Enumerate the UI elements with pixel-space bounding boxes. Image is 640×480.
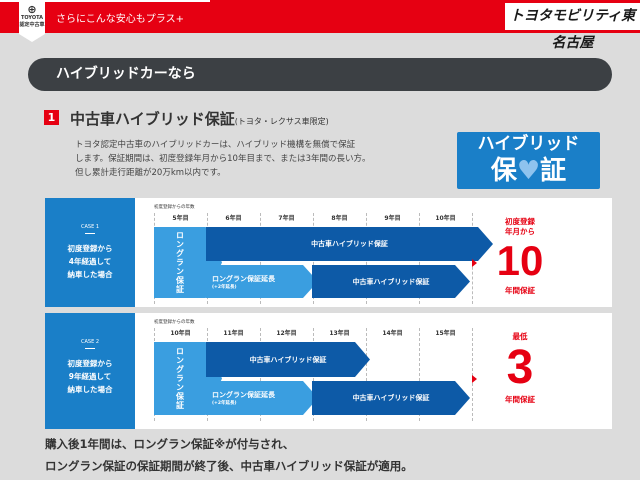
year-label: 14年目 xyxy=(382,330,403,337)
heart-icon: ♥ xyxy=(516,156,541,186)
hybrid-warranty-badge: ハイブリッド 保♥証 xyxy=(457,132,600,189)
result-caption: 最低 xyxy=(512,332,528,341)
case-desc: 納車した場合 xyxy=(67,270,113,279)
case-label: CASE 2 xyxy=(80,339,99,345)
tagline: さらにこんな安心もプラス+ xyxy=(56,14,184,25)
logo-text: TOYOTA xyxy=(20,15,44,21)
result-caption: 初度登録 xyxy=(505,217,535,226)
desc-line: します。保証期間は、初度登録年月から10年目まで、または3年間の長い方。 xyxy=(75,154,371,164)
desc-line: トヨタ認定中古車のハイブリッドカーは、ハイブリッド機構を無償で保証 xyxy=(75,140,356,150)
badge-char: 証 xyxy=(540,156,567,186)
year-label: 13年目 xyxy=(329,330,350,337)
section-pill: ハイブリッドカーなら xyxy=(28,58,612,91)
grid-line xyxy=(419,328,420,421)
footer-line: ロングラン保証の保証期間が終了後、中古車ハイブリッド保証が適用。 xyxy=(45,459,413,473)
case-label-column: CASE 2 初度登録から 9年経過して 納車した場合 xyxy=(45,313,135,429)
result-years: 10 xyxy=(496,237,544,284)
result-caption: 年間保証 xyxy=(505,286,535,295)
footer-line: 購入後1年間は、ロングラン保証※が付与され、 xyxy=(45,437,295,451)
case-desc: 初度登録から xyxy=(67,359,113,368)
year-label: 11年目 xyxy=(223,330,244,337)
section-number: 1 xyxy=(44,110,59,125)
grid-line xyxy=(366,328,367,421)
year-label: 10年目 xyxy=(435,215,456,222)
arrow-icon xyxy=(472,375,477,383)
badge-line1: ハイブリッド xyxy=(477,134,580,154)
header-line xyxy=(0,0,210,2)
longrun-extension-bar: ロングラン保証延長 (+2年延長) xyxy=(206,265,318,298)
case-label: CASE 1 xyxy=(80,224,99,230)
case-2-panel: CASE 2 初度登録から 9年経過して 納車した場合 初度登録からの年数 10年… xyxy=(45,313,612,429)
longrun-extension-bar: ロングラン保証延長 (+2年延長) xyxy=(206,381,318,415)
case-desc: 初度登録から xyxy=(67,244,113,253)
year-label: 5年目 xyxy=(172,215,189,222)
case-desc: 4年経過して xyxy=(68,257,112,266)
brand-logo: トヨタモビリティ東名古屋 xyxy=(505,3,640,51)
result-box: 最低 3 年間保証 xyxy=(480,332,560,405)
timeline-header: 初度登録からの年数 xyxy=(154,320,195,325)
case-desc: 納車した場合 xyxy=(67,385,113,394)
hybrid-warranty-bar-top: 中古車ハイブリッド保証 xyxy=(206,342,370,377)
section-description: トヨタ認定中古車のハイブリッドカーは、ハイブリッド機構を無償で保証 します。保証… xyxy=(75,138,371,180)
year-label: 8年目 xyxy=(331,215,348,222)
year-label: 9年目 xyxy=(384,215,401,222)
hybrid-warranty-bar-bottom: 中古車ハイブリッド保証 xyxy=(312,381,470,415)
year-label: 12年目 xyxy=(276,330,297,337)
desc-line: 但し累計走行距離が20万km以内です。 xyxy=(75,168,226,178)
result-box: 初度登録 年月から 10 年間保証 xyxy=(480,217,560,296)
year-label: 15年目 xyxy=(435,330,456,337)
footer-note: 購入後1年間は、ロングラン保証※が付与され、 ロングラン保証の保証期間が終了後、… xyxy=(45,433,413,477)
result-years: 3 xyxy=(506,341,534,394)
section-title: 中古車ハイブリッド保証(トヨタ・レクサス車限定) xyxy=(70,108,329,129)
year-label: 10年目 xyxy=(170,330,191,337)
year-label: 6年目 xyxy=(225,215,242,222)
case-desc: 9年経過して xyxy=(68,372,112,381)
toyota-emblem-icon: ⊕ xyxy=(27,3,37,16)
case-1-panel: CASE 1 初度登録から 4年経過して 納車した場合 初度登録からの年数 5年目… xyxy=(45,198,612,307)
timeline-header: 初度登録からの年数 xyxy=(154,205,195,210)
year-label: 7年目 xyxy=(278,215,295,222)
grid-line xyxy=(472,328,473,421)
case-label-column: CASE 1 初度登録から 4年経過して 納車した場合 xyxy=(45,198,135,307)
result-caption: 年間保証 xyxy=(505,395,535,404)
title-text: 中古車ハイブリッド保証 xyxy=(70,110,235,128)
arrow-icon xyxy=(472,259,477,267)
hybrid-warranty-bar-bottom: 中古車ハイブリッド保証 xyxy=(312,265,470,298)
result-caption: 年月から xyxy=(505,227,535,236)
title-note: (トヨタ・レクサス車限定) xyxy=(234,117,329,126)
badge-char: 保 xyxy=(490,156,517,186)
hybrid-warranty-bar-top: 中古車ハイブリッド保証 xyxy=(206,227,493,261)
toyota-logo: ⊕ TOYOTA 認定中古車 xyxy=(19,2,45,42)
logo-sub: 認定中古車 xyxy=(19,22,45,28)
